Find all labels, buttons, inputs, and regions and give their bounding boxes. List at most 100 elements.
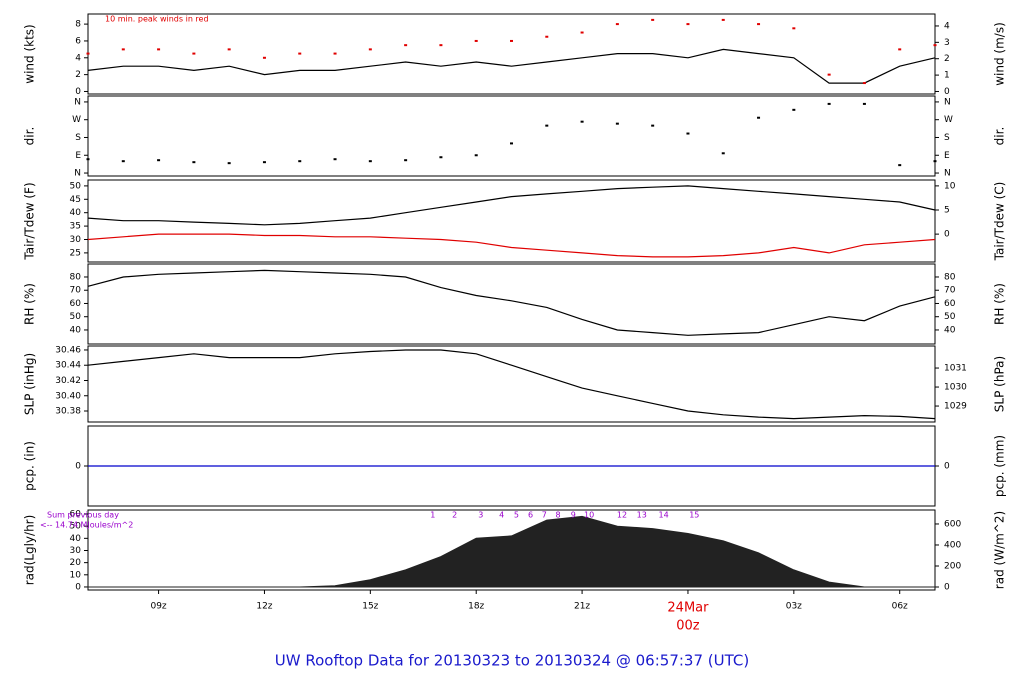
panel-frame [87,179,936,263]
data-point [792,27,796,30]
hour-marker: 2 [452,511,457,520]
data-point [404,44,408,47]
y-tick-label: 50 [70,522,82,532]
hour-marker: 7 [542,511,547,520]
x-tick-label: 06z [892,602,908,612]
data-line [87,269,936,336]
x-tick-label: 00z [676,619,700,634]
data-point [298,160,302,163]
data-point [686,132,690,135]
hour-marker: 1 [430,511,435,520]
y-tick-label: N [74,169,81,179]
data-line [87,185,936,226]
hour-marker: 10 [584,511,594,520]
hour-marker: 15 [689,511,699,520]
y-axis-label: Tair/Tdew (F) [23,182,37,260]
y-tick-label: 10 [70,570,82,580]
y-tick-label: 20 [70,558,82,568]
y-tick-label: 30.38 [55,407,81,417]
y-tick-label: 80 [70,272,82,282]
y2-tick-label: W [944,115,953,125]
hour-marker: 6 [528,511,533,520]
data-point [827,73,831,76]
y2-tick-label: 5 [944,206,950,216]
y-tick-label: 30.46 [55,345,81,355]
hour-marker: 12 [617,511,627,520]
y2-axis-label: pcp. (mm) [993,435,1007,497]
x-tick-label: 09z [150,602,166,612]
y2-tick-label: 60 [944,299,956,309]
y2-tick-label: 200 [944,561,961,571]
hour-marker: 13 [637,511,647,520]
y-tick-label: 30.44 [55,361,81,371]
y2-tick-label: 400 [944,540,961,550]
data-point [580,31,584,34]
data-point [510,39,513,42]
y-axis-label: dir. [23,127,37,146]
data-point [615,122,619,125]
x-tick-label: 18z [468,602,484,612]
data-point [474,39,478,42]
note: <-- 14.74 MJoules/m^2 [40,521,133,530]
y-tick-label: 60 [70,299,82,309]
data-point [933,44,937,47]
data-point [933,160,937,163]
data-point [615,23,619,26]
y-tick-label: S [75,133,81,143]
hour-marker: 8 [556,511,561,520]
y-tick-label: 6 [75,36,81,46]
y2-tick-label: 0 [944,230,950,240]
y-tick-label: 4 [75,53,81,63]
y-tick-label: 0 [75,582,81,592]
y2-tick-label: N [944,97,951,107]
data-point [510,142,513,145]
y2-tick-label: 0 [944,87,950,97]
y-tick-label: 30 [70,546,82,556]
y2-tick-label: 2 [944,54,950,64]
data-point [898,48,902,51]
y2-tick-label: 50 [944,312,956,322]
y-tick-label: 35 [70,222,81,232]
hour-marker: 3 [478,511,483,520]
data-point [404,159,408,162]
x-tick-label: 03z [786,602,802,612]
data-point [580,120,584,123]
y2-tick-label: E [944,151,950,161]
hour-marker: 14 [659,511,669,520]
date-label: 24Mar [667,601,709,616]
y2-axis-label: Tair/Tdew (C) [993,182,1007,262]
y-axis-label: RH (%) [23,283,37,325]
panel-frame [87,345,936,423]
y-tick-label: 0 [75,462,81,472]
data-point [862,102,866,105]
data-point [757,23,761,26]
y-tick-label: 40 [70,208,82,218]
data-point [262,56,266,59]
data-point [827,102,831,105]
y-tick-label: 40 [70,534,82,544]
y-axis-label: wind (kts) [23,24,37,83]
x-tick-label: 15z [362,602,378,612]
y2-tick-label: 4 [944,21,950,31]
data-point [792,108,796,111]
data-point [262,161,266,164]
y2-axis-label: RH (%) [993,283,1007,325]
y-tick-label: 30.40 [55,391,81,401]
y-tick-label: 30.42 [55,376,81,386]
y-tick-label: 8 [75,20,81,30]
data-point [545,124,549,127]
data-line [87,349,936,420]
y2-tick-label: 1030 [944,383,967,393]
y-tick-label: 2 [75,70,81,80]
data-point [651,18,655,21]
data-point [721,18,725,21]
y2-tick-label: S [944,133,950,143]
y2-tick-label: 1029 [944,402,967,412]
data-point [86,158,90,161]
data-point [686,23,690,26]
y-tick-label: E [75,151,81,161]
data-point [545,35,549,38]
y2-tick-label: 80 [944,272,956,282]
y2-tick-label: 70 [944,286,956,296]
